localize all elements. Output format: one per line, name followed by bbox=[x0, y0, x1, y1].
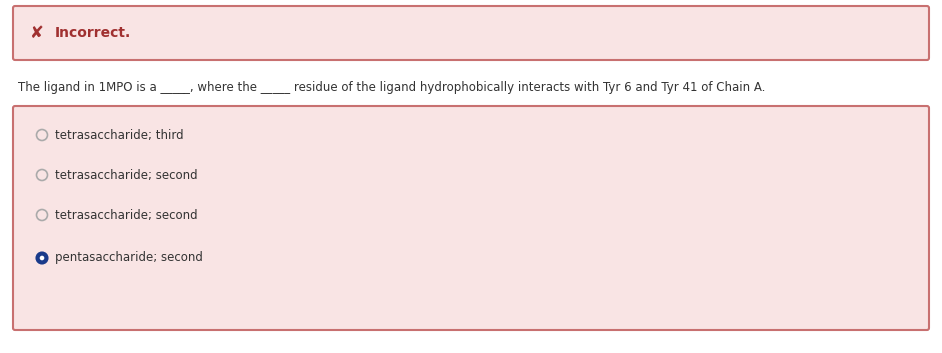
Text: The ligand in 1MPO is a _____, where the _____ residue of the ligand hydrophobic: The ligand in 1MPO is a _____, where the… bbox=[18, 82, 765, 95]
Text: tetrasaccharide; third: tetrasaccharide; third bbox=[55, 128, 184, 142]
Text: ✘: ✘ bbox=[30, 24, 44, 42]
Circle shape bbox=[40, 256, 44, 260]
Text: pentasaccharide; second: pentasaccharide; second bbox=[55, 251, 203, 264]
Circle shape bbox=[37, 169, 47, 180]
Circle shape bbox=[37, 130, 47, 140]
FancyBboxPatch shape bbox=[13, 106, 929, 330]
FancyBboxPatch shape bbox=[13, 6, 929, 60]
Text: tetrasaccharide; second: tetrasaccharide; second bbox=[55, 168, 198, 181]
Circle shape bbox=[37, 252, 47, 263]
Circle shape bbox=[37, 209, 47, 221]
Text: tetrasaccharide; second: tetrasaccharide; second bbox=[55, 209, 198, 221]
Text: Incorrect.: Incorrect. bbox=[55, 26, 131, 40]
